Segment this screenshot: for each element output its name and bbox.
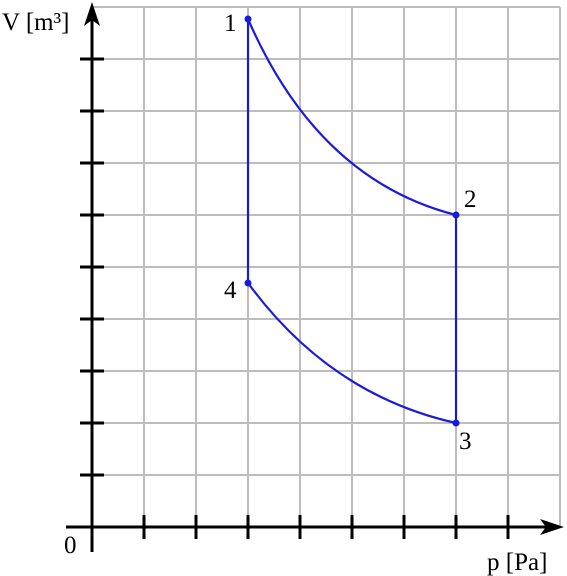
point: [452, 419, 460, 427]
process-1-2: [246, 18, 457, 217]
point: [452, 211, 460, 219]
point: [244, 15, 252, 23]
point-label: 4: [224, 277, 237, 304]
point-label: 3: [459, 428, 472, 455]
y-axis-label: V [m³]: [2, 9, 69, 36]
point-label: 2: [464, 186, 477, 213]
point-label: 1: [224, 10, 237, 37]
point: [244, 279, 252, 287]
ticks: [80, 57, 510, 539]
process-3-4: [247, 282, 457, 425]
x-arrow: [540, 519, 564, 535]
y-arrow: [84, 2, 100, 26]
origin-label: 0: [64, 532, 77, 559]
x-axis-label: p [Pa]: [487, 549, 547, 576]
grid: [92, 6, 561, 527]
